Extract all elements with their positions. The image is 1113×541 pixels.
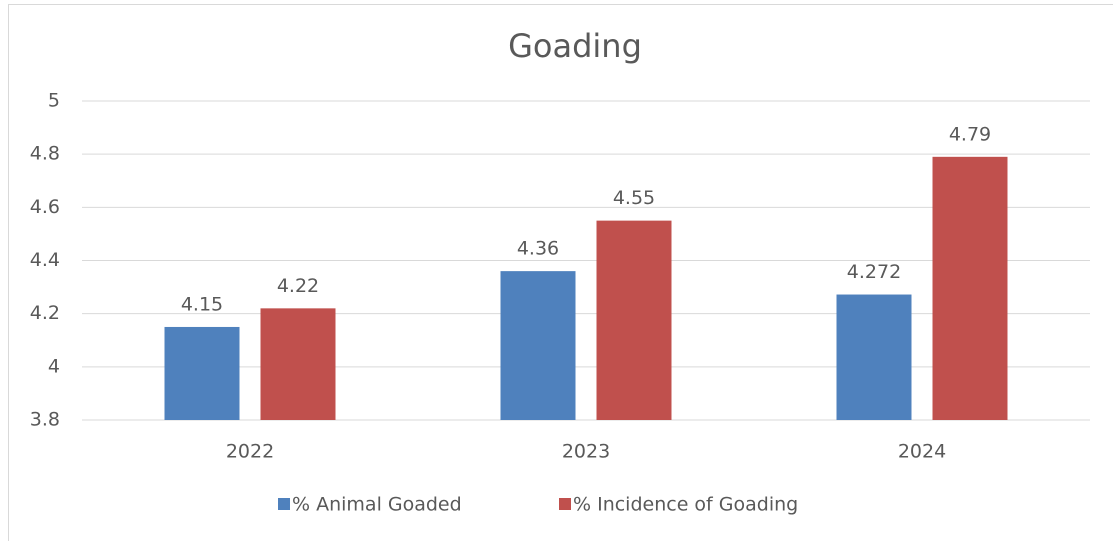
y-tick-label: 4.8: [30, 143, 60, 165]
bar: [260, 308, 336, 420]
bar: [500, 271, 576, 420]
data-label: 4.15: [181, 293, 223, 315]
y-tick-label: 4.6: [30, 196, 60, 218]
y-tick-label: 4.2: [30, 302, 60, 324]
y-tick-label: 3.8: [30, 409, 60, 431]
y-tick-label: 4.4: [30, 249, 60, 271]
y-tick-label: 4: [48, 355, 60, 377]
chart-title: Goading: [508, 27, 642, 65]
x-tick-label: 2024: [898, 441, 946, 463]
legend-label: % Animal Goaded: [292, 494, 462, 516]
bar: [932, 156, 1008, 420]
bar: [596, 220, 672, 420]
data-label: 4.55: [613, 187, 655, 209]
x-tick-label: 2022: [226, 441, 274, 463]
data-label: 4.79: [949, 123, 991, 145]
legend-label: % Incidence of Goading: [573, 494, 798, 516]
legend-swatch: [278, 498, 290, 510]
y-tick-label: 5: [48, 90, 60, 112]
x-tick-label: 2023: [562, 441, 610, 463]
data-label: 4.36: [517, 238, 559, 260]
data-label: 4.22: [277, 275, 319, 297]
bar: [836, 294, 912, 420]
data-label: 4.272: [847, 261, 901, 283]
bar: [164, 326, 240, 420]
legend-swatch: [559, 498, 571, 510]
